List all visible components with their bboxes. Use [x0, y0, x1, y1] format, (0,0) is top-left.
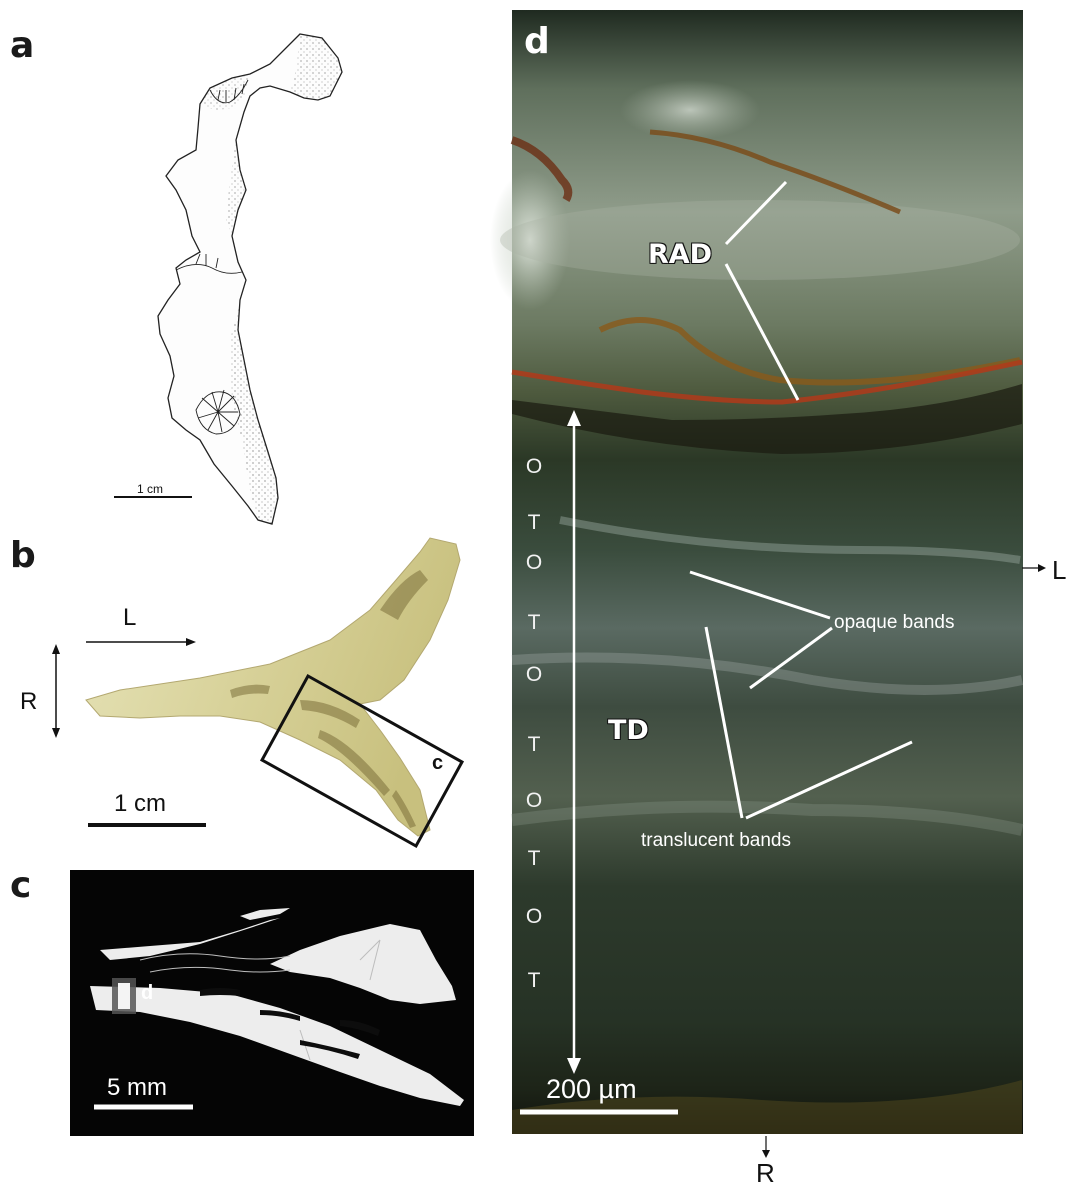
arrow-label-l-d: L	[1052, 555, 1067, 585]
ot-letter: O	[525, 905, 543, 928]
ot-letter: O	[525, 455, 543, 478]
td-label: TD	[608, 715, 649, 746]
translucent-bands-label: translucent bands	[641, 830, 791, 851]
ot-letter: O	[525, 789, 543, 812]
scale-bar-label-a: 1 cm	[137, 482, 164, 496]
box-label-c: c	[432, 752, 444, 774]
ot-letter: T	[527, 733, 541, 756]
ot-letter: O	[525, 551, 543, 574]
ot-letter: T	[527, 611, 541, 634]
arrow-label-r-b: R	[20, 688, 38, 715]
panel-label-d: d	[524, 21, 550, 62]
panel-label-c: c	[10, 865, 32, 906]
ot-letter: O	[525, 663, 543, 686]
ot-letter: T	[527, 969, 541, 992]
scale-bar-label-c: 5 mm	[107, 1074, 167, 1101]
box-label-d: d	[141, 982, 154, 1004]
scale-bar-label-b: 1 cm	[114, 790, 167, 817]
opaque-bands-label: opaque bands	[834, 612, 955, 633]
arrow-label-l-b: L	[123, 604, 137, 631]
arrow-label-r-d: R	[756, 1158, 775, 1188]
panel-label-b: b	[10, 535, 36, 576]
panel-label-a: a	[10, 25, 35, 66]
ot-letter: T	[527, 847, 541, 870]
rad-label: RAD	[648, 239, 713, 270]
ot-letter: T	[527, 511, 541, 534]
scale-bar-label-d: 200 µm	[546, 1074, 637, 1104]
